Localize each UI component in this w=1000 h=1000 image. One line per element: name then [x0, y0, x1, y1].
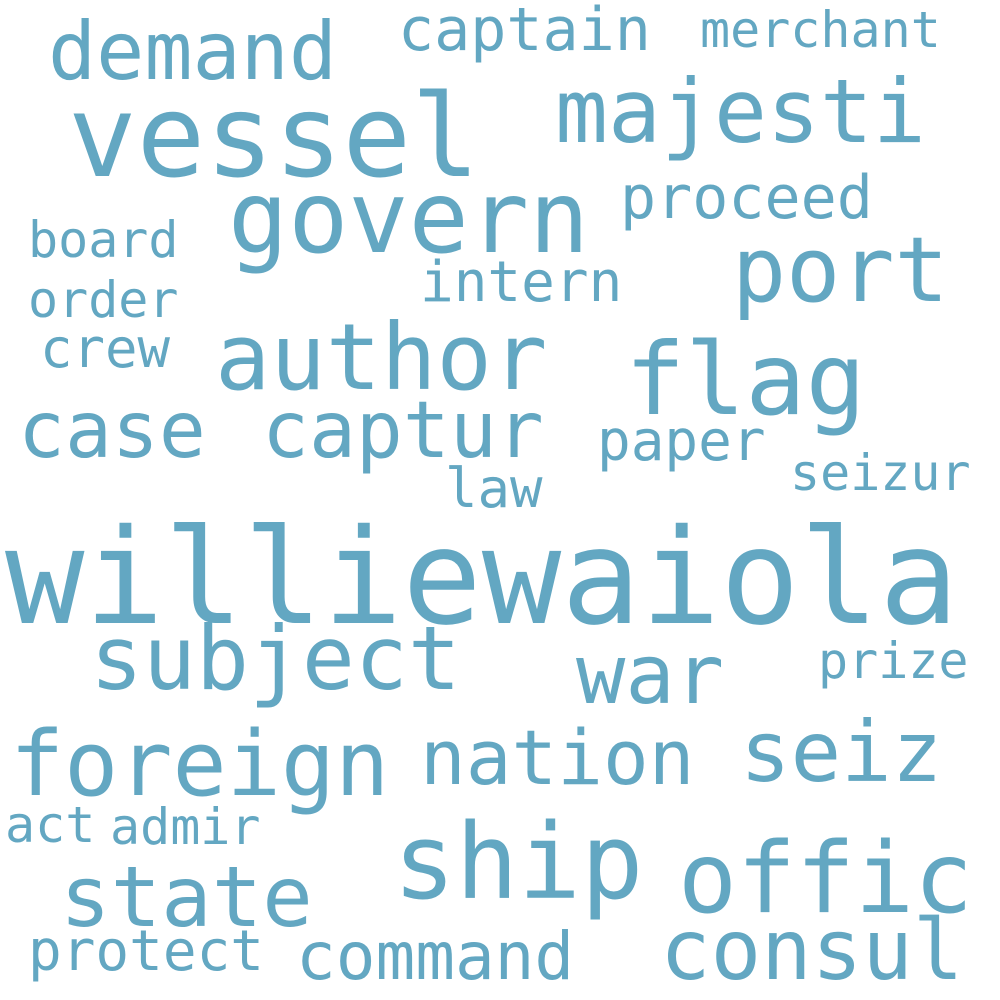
word-vessel: vessel: [68, 70, 480, 203]
word-flag: flag: [625, 321, 866, 438]
word-protect: protect: [28, 919, 265, 984]
word-majesti: majesti: [555, 60, 926, 163]
word-seizur: seizur: [790, 444, 971, 502]
word-crew: crew: [40, 317, 171, 380]
word-captain: captain: [398, 0, 651, 65]
word-command: command: [296, 918, 575, 995]
word-captur: captur: [262, 386, 544, 476]
word-paper: paper: [597, 409, 766, 474]
word-ship: ship: [393, 801, 644, 923]
word-act: act: [5, 796, 96, 854]
word-demand: demand: [48, 5, 337, 98]
word-state: state: [60, 848, 313, 946]
word-merchant: merchant: [700, 1, 941, 59]
word-author: author: [215, 304, 548, 411]
word-nation: nation: [420, 713, 695, 802]
word-case: case: [18, 386, 206, 476]
word-govern: govern: [228, 159, 590, 276]
word-williewaiola: williewaiola: [5, 501, 959, 655]
word-offic: offic: [678, 822, 974, 936]
word-foreign: foreign: [10, 712, 390, 817]
word-port: port: [732, 218, 949, 323]
word-proceed: proceed: [620, 163, 873, 233]
word-subject: subject: [90, 607, 461, 710]
word-admir: admir: [110, 798, 261, 856]
word-intern: intern: [420, 250, 623, 315]
word-board: board: [28, 211, 179, 269]
word-prize: prize: [818, 632, 969, 690]
word-order: order: [28, 271, 179, 329]
word-war: war: [576, 628, 725, 723]
word-seiz: seiz: [740, 703, 943, 801]
word-consul: consul: [660, 901, 964, 999]
word-law: law: [445, 457, 543, 520]
